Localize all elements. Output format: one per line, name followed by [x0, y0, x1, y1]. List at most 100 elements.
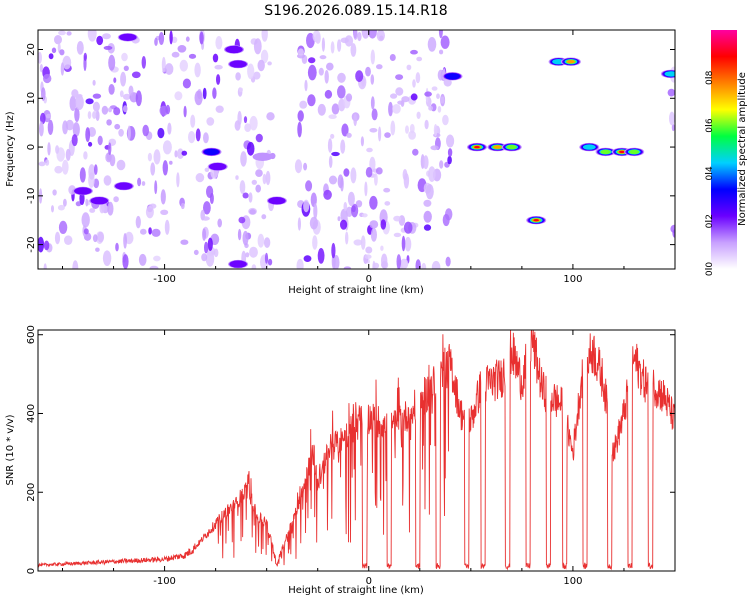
heatmap-noise-cell	[38, 161, 46, 167]
heatmap-noise-cell	[328, 155, 333, 168]
heatmap-noise-cell	[116, 159, 126, 171]
heatmap-noise-cell	[140, 228, 147, 235]
heatmap-noise-cell	[214, 64, 223, 70]
heatmap-noise-cell	[376, 30, 385, 42]
heatmap-noise-cell	[446, 134, 455, 148]
heatmap-noise-cell	[59, 49, 65, 56]
heatmap-noise-cell	[264, 252, 269, 264]
heatmap-noise-cell	[396, 254, 402, 269]
heatmap-noise-cell	[364, 254, 372, 259]
heatmap-noise-cell	[41, 87, 46, 101]
heatmap-noise-cell	[150, 162, 156, 176]
heatmap-noise-cell	[350, 167, 357, 184]
heatmap-feature	[474, 145, 480, 149]
heatmap-noise-cell	[92, 101, 100, 112]
heatmap-noise-cell	[248, 192, 253, 203]
heatmap-noise-cell	[118, 128, 124, 137]
heatmap-noise-cell	[108, 107, 112, 113]
heatmap-noise-cell	[365, 246, 373, 254]
heatmap-noise-cell	[51, 205, 54, 213]
heatmap-noise-cell	[242, 192, 249, 199]
heatmap-noise-cell	[430, 145, 439, 151]
heatmap-noise-cell	[263, 237, 271, 249]
heatmap-noise-cell	[97, 135, 103, 146]
heatmap-feature	[203, 148, 220, 156]
heatmap-noise-cell	[204, 241, 209, 254]
heatmap-x-tick-label: -100	[153, 274, 176, 285]
heatmap-noise-cell	[303, 162, 308, 171]
heatmap-noise-cell	[204, 167, 210, 172]
heatmap-frame	[37, 29, 676, 270]
heatmap-noise-cell	[297, 121, 302, 138]
heatmap-noise-cell	[428, 166, 436, 183]
heatmap-noise-cell	[312, 30, 321, 43]
heatmap-noise-cell	[199, 31, 204, 45]
heatmap-noise-cell	[347, 191, 355, 207]
heatmap-plot-area	[38, 30, 675, 269]
heatmap-noise-cell	[249, 246, 258, 258]
heatmap-noise-cell	[307, 64, 317, 81]
snr-frame	[37, 329, 676, 572]
heatmap-noise-cell	[366, 147, 373, 153]
heatmap-noise-cell	[176, 172, 180, 188]
heatmap-feature	[229, 260, 247, 268]
heatmap-noise-cell	[43, 73, 52, 84]
heatmap-noise-cell	[47, 119, 54, 135]
heatmap-noise-cell	[88, 164, 96, 180]
heatmap-noise-cell	[253, 71, 261, 80]
heatmap-noise-cell	[402, 169, 408, 181]
heatmap-noise-cell	[410, 49, 418, 55]
heatmap-noise-cell	[415, 259, 421, 269]
heatmap-noise-cell	[62, 120, 68, 135]
heatmap-noise-cell	[237, 110, 242, 126]
heatmap-noise-cell	[318, 67, 324, 76]
heatmap-noise-cell	[249, 209, 256, 215]
heatmap-noise-cell	[425, 184, 434, 200]
heatmap-noise-cell	[203, 132, 209, 144]
heatmap-noise-cell	[75, 201, 82, 207]
heatmap-noise-cell	[247, 63, 255, 80]
heatmap-noise-cell	[71, 134, 78, 147]
heatmap-noise-cell	[343, 168, 350, 177]
heatmap-feature	[566, 60, 575, 64]
heatmap-noise-cell	[375, 167, 383, 175]
heatmap-x-tick-label: 0	[366, 274, 372, 285]
heatmap-feature	[225, 45, 243, 54]
heatmap-noise-cell	[383, 187, 391, 193]
heatmap-noise-cell	[94, 164, 98, 176]
heatmap-noise-cell	[113, 196, 119, 203]
heatmap-noise-cell	[194, 62, 201, 78]
colorbar-tick-label: 0.4	[705, 166, 715, 181]
heatmap-noise-cell	[437, 106, 442, 113]
heatmap-noise-cell	[369, 220, 379, 229]
heatmap-noise-cell	[416, 111, 421, 120]
heatmap-noise-cell	[193, 249, 199, 256]
heatmap-noise-cell	[317, 248, 325, 264]
heatmap-noise-cell	[424, 91, 432, 97]
heatmap-noise-cell	[85, 98, 94, 105]
heatmap-noise-cell	[39, 63, 44, 73]
heatmap-noise-cell	[436, 93, 440, 99]
heatmap-noise-cell	[251, 179, 257, 185]
heatmap-noise-cell	[390, 120, 396, 136]
heatmap-noise-cell	[238, 87, 243, 93]
heatmap-noise-cell	[45, 159, 50, 166]
heatmap-noise-cell	[360, 136, 364, 147]
heatmap-noise-cell	[303, 199, 310, 213]
heatmap-noise-cell	[106, 119, 112, 126]
heatmap-noise-cell	[76, 93, 83, 98]
heatmap-noise-cell	[92, 79, 96, 86]
heatmap-y-tick-label: -10	[26, 188, 37, 204]
heatmap-noise-cell	[350, 43, 357, 57]
heatmap-noise-cell	[207, 237, 213, 251]
heatmap-noise-cell	[330, 133, 335, 139]
heatmap-noise-cell	[249, 115, 258, 131]
heatmap-noise-cell	[447, 148, 453, 157]
heatmap-noise-cell	[431, 260, 441, 269]
heatmap-noise-cell	[62, 159, 69, 175]
heatmap-noise-cell	[51, 47, 57, 54]
snr-x-tick-label: -100	[153, 576, 176, 587]
heatmap-cells	[38, 30, 675, 269]
heatmap-noise-cell	[331, 242, 336, 259]
snr-x-tick-label: 0	[366, 576, 372, 587]
